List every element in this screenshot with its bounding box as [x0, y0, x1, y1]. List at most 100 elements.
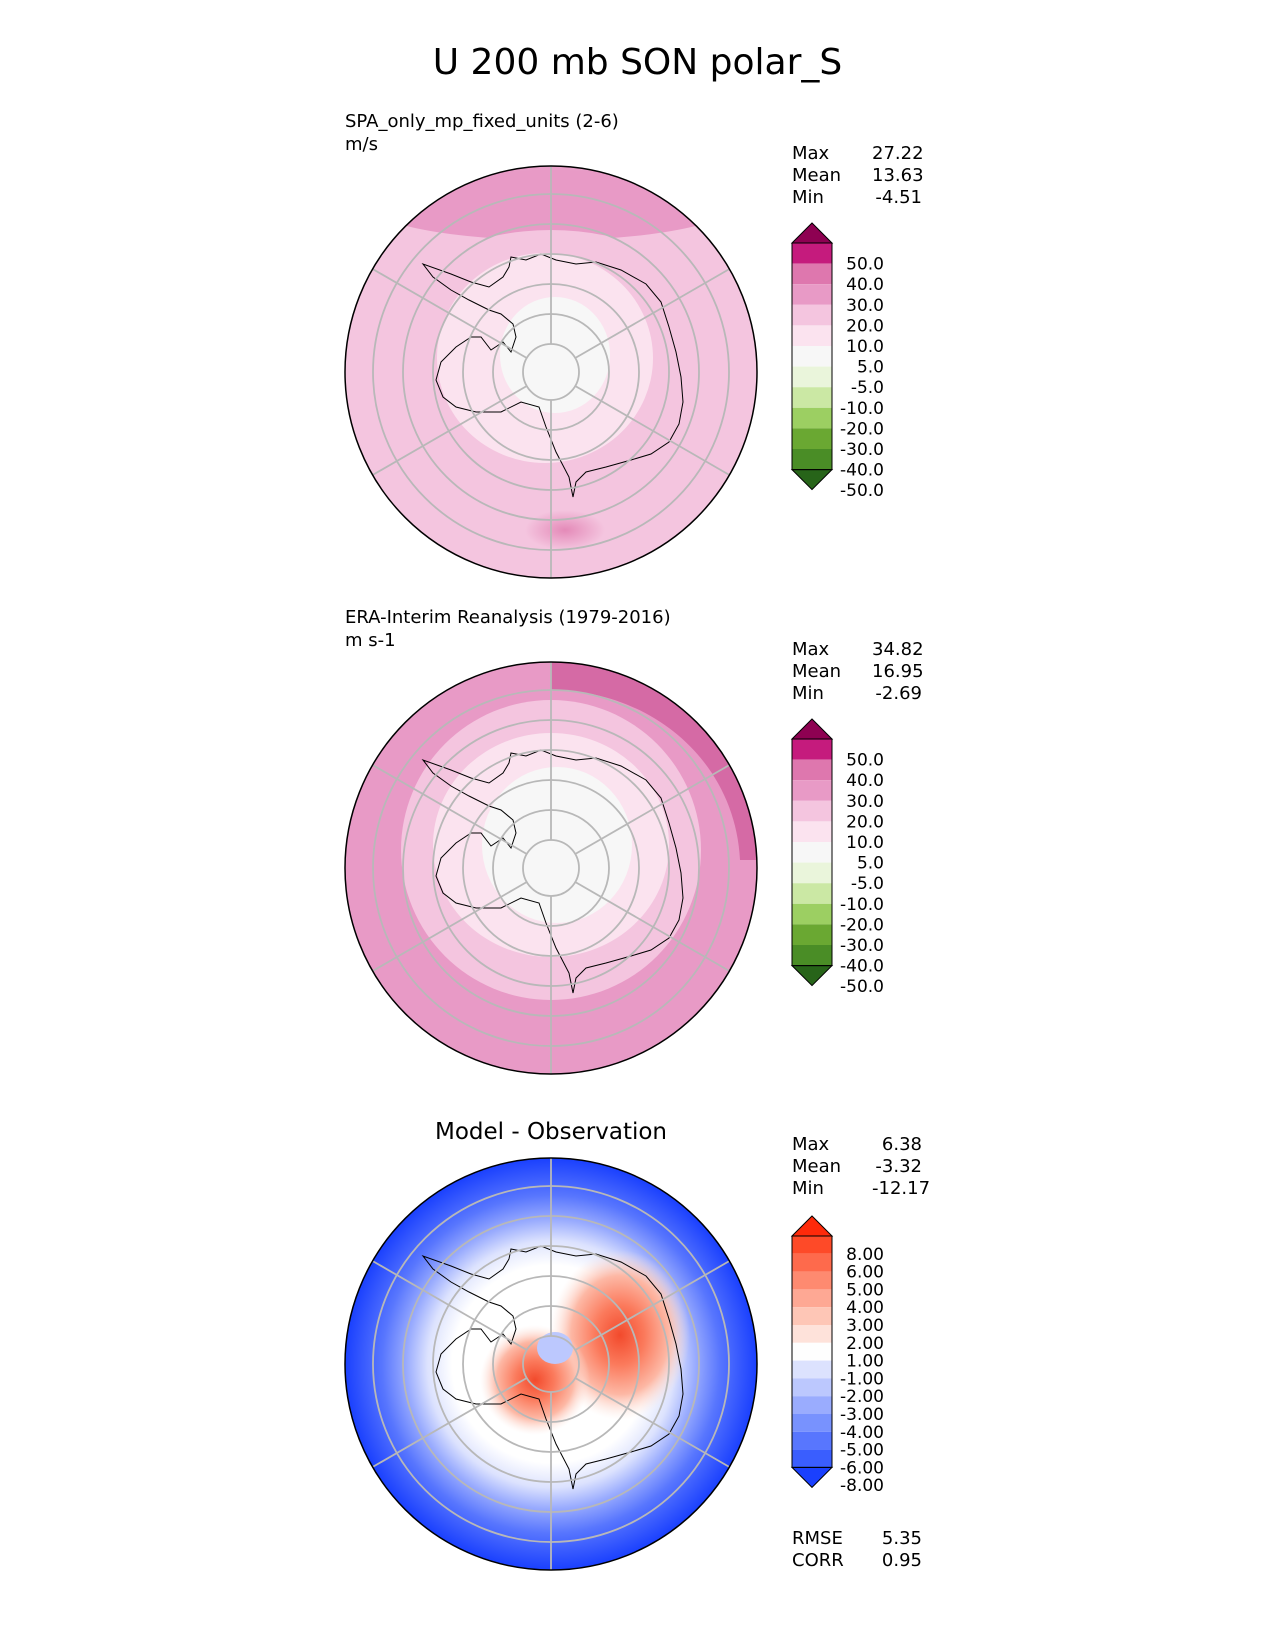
stat-label: Max — [792, 1134, 830, 1155]
colorbar-tick-label: 50.0 — [846, 255, 884, 275]
colorbar-tick-label: -30.0 — [840, 440, 884, 460]
colorbar-tick-label: 5.0 — [857, 854, 884, 874]
stat-label: Min — [792, 683, 824, 704]
colorbar-panel-3: 8.006.005.004.003.002.001.00-1.00-2.00-3… — [790, 1215, 884, 1496]
colorbar-tick-label: 10.0 — [846, 833, 884, 853]
stat-value: -4.51 — [875, 187, 922, 208]
stat-label: Mean — [792, 1156, 842, 1177]
stat-value: -2.69 — [875, 683, 922, 704]
meridian-line — [372, 268, 528, 359]
colorbar-segment — [792, 1253, 832, 1272]
map-grid-1 — [344, 165, 758, 579]
colorbar-tick-label: -20.0 — [840, 419, 884, 439]
map-border — [344, 165, 758, 579]
stat-label: Max — [792, 143, 830, 164]
meridian-line — [574, 385, 730, 476]
colorbar-segment — [792, 842, 832, 863]
meridian-line — [372, 881, 528, 972]
colorbar-extend-bottom — [790, 469, 834, 491]
colorbar-tick-label: 3.00 — [846, 1316, 884, 1336]
colorbar-frame — [791, 1235, 833, 1468]
colorbar-tick-label: -3.00 — [840, 1405, 884, 1425]
colorbar-segment — [792, 739, 832, 760]
meridian-line — [372, 385, 528, 476]
panel1-model-label: SPA_only_mp_fixed_units (2-6) — [345, 111, 619, 132]
panel2-obs-label: ERA-Interim Reanalysis (1979-2016) — [345, 607, 671, 628]
colorbar-tick-label: 30.0 — [846, 792, 884, 812]
colorbar-segment — [792, 1414, 832, 1432]
colorbar-segment — [792, 407, 832, 429]
colorbar-segment — [792, 780, 832, 801]
map-panel-1 — [345, 166, 757, 578]
metric-label: CORR — [792, 1550, 844, 1571]
colorbar-tick-label: 1.00 — [846, 1352, 884, 1372]
colorbar-extend-top — [790, 222, 834, 244]
map-panel-3 — [345, 1158, 757, 1570]
colorbar-segment — [792, 1289, 832, 1308]
colorbar-tick-label: -6.00 — [840, 1458, 884, 1478]
colorbar-tick-label: 5.00 — [846, 1280, 884, 1300]
colorbar-tick-label: 8.00 — [846, 1245, 884, 1265]
colorbar-tick-label: -40.0 — [840, 957, 884, 977]
colorbar-segment — [792, 428, 832, 449]
colorbar-tick-label: 20.0 — [846, 316, 884, 336]
colorbar-tick-label: -50.0 — [840, 481, 884, 501]
colorbar-tick-label: -10.0 — [840, 895, 884, 915]
meridian-line — [574, 268, 730, 359]
colorbar-segment — [792, 387, 832, 408]
colorbar-segment — [792, 263, 832, 285]
stat-label: Max — [792, 639, 830, 660]
colorbar-extend-top — [790, 718, 834, 740]
stat-value: 13.63 — [872, 165, 924, 186]
meridian-line — [574, 764, 730, 855]
meridian-line — [372, 1377, 528, 1468]
panel3-title: Model - Observation — [434, 1119, 668, 1145]
colorbar-segment — [792, 1449, 832, 1468]
colorbar-segment — [792, 325, 832, 346]
colorbar-tick-label: -50.0 — [840, 977, 884, 997]
meridian-line — [574, 881, 730, 972]
colorbar-tick-label: -40.0 — [840, 461, 884, 481]
stat-label: Mean — [792, 165, 842, 186]
panel3-stats: Max 6.38 Mean -3.32 Min -12.17 — [792, 1134, 930, 1200]
metric-value: 5.35 — [881, 1528, 922, 1549]
stat-value: 34.82 — [872, 639, 924, 660]
colorbar-segment — [792, 1360, 832, 1379]
stat-value: 16.95 — [872, 661, 924, 682]
colorbar-frame — [791, 242, 833, 471]
colorbar-segment — [792, 366, 832, 388]
colorbar-segment — [792, 1325, 832, 1343]
colorbar-segment — [792, 759, 832, 781]
map-panel-2 — [345, 662, 757, 1074]
coastline — [421, 253, 684, 498]
panel2-units-label: m s-1 — [345, 630, 396, 651]
field-band-core — [482, 767, 632, 923]
stat-label: Min — [792, 1178, 824, 1199]
colorbar-segment — [792, 924, 832, 945]
panel2-stats: Max 34.82 Mean 16.95 Min -2.69 — [792, 639, 924, 705]
colorbar-segment — [792, 1342, 832, 1361]
map-overlays — [344, 165, 758, 1571]
colorbar-tick-label: 40.0 — [846, 275, 884, 295]
colorbar-tick-label: -8.00 — [840, 1476, 884, 1496]
colorbar-tick-label: -1.00 — [840, 1369, 884, 1389]
colorbar-tick-label: 30.0 — [846, 296, 884, 316]
colorbar-segment — [792, 800, 832, 822]
colorbar-tick-label: 50.0 — [846, 751, 884, 771]
colorbar-tick-label: -10.0 — [840, 399, 884, 419]
colorbar-tick-label: 5.0 — [857, 358, 884, 378]
stat-value: 27.22 — [872, 143, 924, 164]
stat-label: Min — [792, 187, 824, 208]
colorbar-segment — [792, 1378, 832, 1397]
figure-title: U 200 mb SON polar_S — [432, 42, 843, 83]
map-border — [344, 661, 758, 1075]
map-grid-3 — [344, 1157, 758, 1571]
coastline — [421, 1245, 684, 1490]
field-band-jet — [551, 662, 757, 860]
panel1-stats: Max 27.22 Mean 13.63 Min -4.51 — [792, 143, 924, 209]
map-border — [344, 1157, 758, 1571]
colorbar-extend-bottom — [790, 965, 834, 987]
meridian-line — [372, 1260, 528, 1351]
colorbar-segment — [792, 821, 832, 842]
field-jet-spot — [525, 510, 605, 550]
